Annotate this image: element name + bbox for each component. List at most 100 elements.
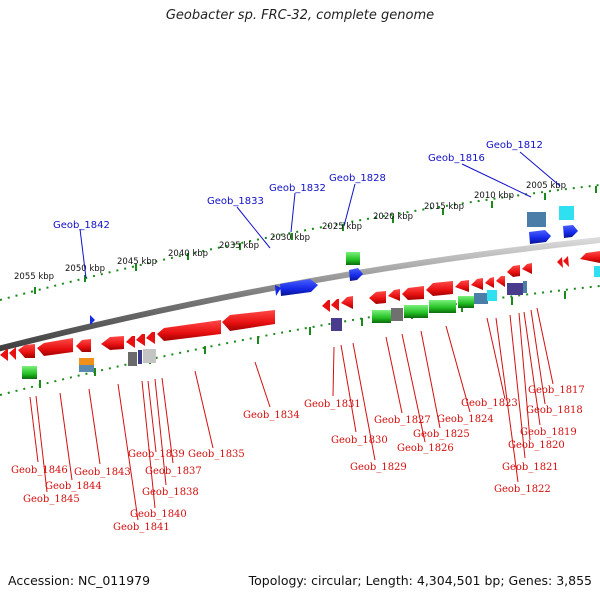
gene-label-reverse: Geob_1820: [508, 440, 565, 451]
feature-block: [331, 318, 342, 331]
forward-gene: [90, 315, 95, 325]
kbp-label: 2015 kbp: [424, 202, 464, 212]
reverse-gene: [136, 334, 145, 346]
feature-block: [346, 252, 360, 265]
feature-block: [429, 300, 456, 313]
reverse-gene: [341, 296, 353, 309]
gene-label-reverse: Geob_1831: [304, 399, 361, 410]
feature-block: [507, 283, 523, 295]
kbp-label: 2045 kbp: [117, 257, 157, 267]
forward-genes: [90, 206, 578, 325]
gene-label-reverse: Geob_1834: [243, 410, 300, 421]
feature-block: [372, 310, 391, 323]
gene-label-reverse: Geob_1824: [437, 414, 494, 425]
reverse-gene: [471, 278, 483, 290]
gene-label-reverse: Geob_1845: [23, 494, 80, 505]
reverse-gene: [563, 256, 569, 267]
gene-label-reverse: Geob_1818: [526, 405, 583, 416]
gene-label-forward: Geob_1816: [428, 153, 485, 164]
gene-label-reverse: Geob_1840: [130, 509, 187, 520]
reverse-gene: [37, 338, 73, 356]
forward-gene: [275, 285, 281, 296]
gene-label-reverse: Geob_1846: [11, 465, 68, 476]
gene-label-forward: Geob_1833: [207, 196, 264, 207]
gene-label-reverse: Geob_1817: [528, 385, 585, 396]
feature-block: [523, 281, 527, 293]
forward-leader-lines: [79, 151, 561, 279]
feature-block: [391, 308, 403, 321]
feature-block: [79, 365, 94, 372]
gene-label-forward: Geob_1842: [53, 220, 110, 231]
reverse-gene: [9, 347, 16, 360]
feature-block: [143, 349, 156, 363]
reverse-gene: [455, 280, 469, 292]
reverse-gene: [402, 286, 424, 300]
feature-block: [128, 352, 137, 366]
gene-label-reverse: Geob_1837: [145, 466, 202, 477]
feature-block: [474, 293, 488, 304]
reverse-gene: [507, 265, 520, 277]
kbp-label: 2010 kbp: [474, 191, 514, 201]
gene-label-reverse: Geob_1835: [188, 449, 245, 460]
forward-gene: [280, 279, 318, 296]
reverse-gene: [101, 336, 124, 350]
reverse-gene: [369, 291, 386, 304]
reverse-gene: [322, 300, 330, 312]
gene-label-reverse: Geob_1827: [374, 415, 431, 426]
feature-block: [594, 266, 600, 277]
reverse-gene: [485, 277, 494, 288]
reverse-genes: [0, 251, 600, 379]
feature-block: [487, 290, 497, 301]
major-ticks-outer: [34, 186, 597, 294]
gene-label-reverse: Geob_1838: [142, 487, 199, 498]
gene-label-reverse: Geob_1844: [45, 481, 102, 492]
kbp-label: 2030 kbp: [270, 233, 310, 243]
gene-label-forward: Geob_1832: [269, 183, 326, 194]
forward-gene: [529, 230, 551, 244]
map-title: Geobacter sp. FRC-32, complete genome: [165, 8, 435, 23]
gene-label-reverse: Geob_1839: [128, 449, 185, 460]
reverse-gene: [222, 310, 275, 331]
kbp-label: 2040 kbp: [168, 249, 208, 259]
reverse-gene: [76, 339, 91, 352]
forward-gene: [563, 225, 578, 238]
reverse-gene: [146, 332, 155, 344]
feature-block: [22, 366, 37, 379]
reverse-gene: [557, 257, 563, 268]
gene-label-reverse: Geob_1829: [350, 462, 407, 473]
gene-label-reverse: Geob_1843: [74, 467, 131, 478]
reverse-gene: [522, 263, 532, 274]
gene-label-reverse: Geob_1825: [413, 429, 470, 440]
forward-gene: [349, 268, 363, 281]
gene-label-reverse: Geob_1826: [397, 443, 454, 454]
gene-label-reverse: Geob_1819: [520, 427, 577, 438]
reverse-gene: [0, 348, 8, 361]
reverse-leader-lines: [29, 307, 554, 521]
reverse-gene: [157, 320, 221, 341]
gene-label-reverse: Geob_1823: [461, 398, 518, 409]
feature-block: [79, 358, 94, 365]
kbp-label: 2055 kbp: [14, 272, 54, 282]
gene-label-reverse: Geob_1841: [113, 522, 170, 533]
reverse-gene: [388, 289, 400, 301]
reverse-gene: [426, 281, 453, 296]
reverse-gene: [18, 344, 35, 358]
kbp-label: 2035 kbp: [219, 241, 259, 251]
kbp-label: 2020 kbp: [373, 212, 413, 222]
feature-block: [527, 212, 546, 227]
reverse-gene: [580, 251, 600, 263]
gene-label-forward: Geob_1828: [329, 173, 386, 184]
reverse-gene: [331, 299, 339, 311]
reverse-gene: [496, 276, 505, 287]
accession-text: Accession: NC_011979: [8, 573, 151, 588]
feature-block: [138, 350, 142, 364]
reverse-gene: [126, 336, 135, 348]
feature-block: [404, 305, 428, 318]
feature-block: [458, 296, 474, 308]
kbp-label: 2025 kbp: [322, 222, 362, 232]
gene-label-forward: Geob_1812: [486, 140, 543, 151]
topology-text: Topology: circular; Length: 4,304,501 bp…: [248, 573, 592, 588]
gene-label-reverse: Geob_1830: [331, 435, 388, 446]
